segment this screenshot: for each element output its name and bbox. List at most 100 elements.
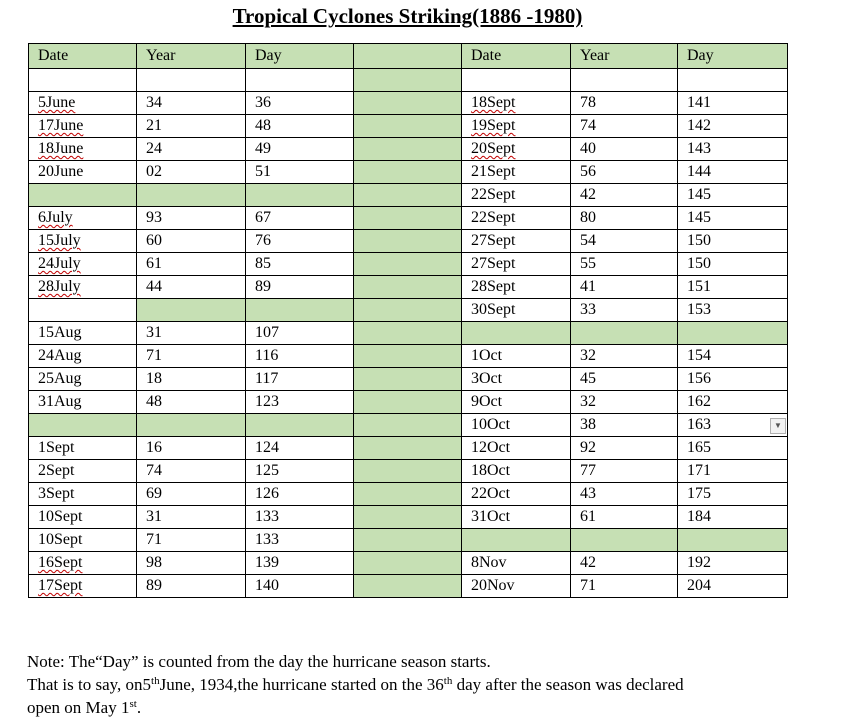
cell-middle-gap[interactable] xyxy=(353,390,462,414)
cell-right-date[interactable]: 27Sept xyxy=(461,252,571,276)
cell-left-year[interactable]: 98 xyxy=(136,551,246,575)
cell-left-day[interactable]: 48 xyxy=(245,114,354,138)
cell-right-date[interactable]: 8Nov xyxy=(461,551,571,575)
cell-middle-gap[interactable] xyxy=(353,367,462,391)
cell-right-year[interactable]: 77 xyxy=(570,459,678,483)
cell-middle-gap[interactable] xyxy=(353,505,462,529)
cell-left-day[interactable]: 51 xyxy=(245,160,354,184)
cell-left-year[interactable]: 48 xyxy=(136,390,246,414)
cell-left-day[interactable] xyxy=(245,68,354,92)
cell-right-year[interactable]: 42 xyxy=(570,183,678,207)
cell-right-date[interactable]: 9Oct xyxy=(461,390,571,414)
cell-middle-gap[interactable] xyxy=(353,436,462,460)
header-left-day[interactable]: Day xyxy=(245,43,354,69)
cell-middle-gap[interactable] xyxy=(353,459,462,483)
cell-middle-gap[interactable] xyxy=(353,413,462,437)
cell-left-year[interactable] xyxy=(136,183,246,207)
cell-middle-gap[interactable] xyxy=(353,91,462,115)
cell-left-day[interactable]: 133 xyxy=(245,505,354,529)
cell-right-day[interactable]: 143 xyxy=(677,137,788,161)
cell-left-day[interactable]: 126 xyxy=(245,482,354,506)
cell-middle-gap[interactable] xyxy=(353,482,462,506)
cell-right-day[interactable]: ▼ 163 xyxy=(677,413,788,437)
cell-left-date[interactable]: 25Aug xyxy=(28,367,137,391)
cell-left-date[interactable]: 6July xyxy=(28,206,137,230)
cell-middle-gap[interactable] xyxy=(353,229,462,253)
cell-right-year[interactable]: 40 xyxy=(570,137,678,161)
cell-left-year[interactable]: 16 xyxy=(136,436,246,460)
cell-left-date[interactable]: 16Sept xyxy=(28,551,137,575)
cell-left-year[interactable]: 74 xyxy=(136,459,246,483)
cell-middle-gap[interactable] xyxy=(353,298,462,322)
cell-right-day[interactable]: 150 xyxy=(677,252,788,276)
cell-right-day[interactable]: 171 xyxy=(677,459,788,483)
cell-left-day[interactable]: 67 xyxy=(245,206,354,230)
cell-left-year[interactable]: 60 xyxy=(136,229,246,253)
header-left-year[interactable]: Year xyxy=(136,43,246,69)
cell-left-day[interactable]: 85 xyxy=(245,252,354,276)
cell-left-year[interactable]: 31 xyxy=(136,321,246,345)
cell-left-day[interactable]: 140 xyxy=(245,574,354,598)
cell-right-year[interactable]: 33 xyxy=(570,298,678,322)
cell-right-date[interactable]: 20Nov xyxy=(461,574,571,598)
cell-right-year[interactable]: 61 xyxy=(570,505,678,529)
cell-left-date[interactable] xyxy=(28,68,137,92)
cell-right-day[interactable]: 153 xyxy=(677,298,788,322)
cell-right-day[interactable]: 204 xyxy=(677,574,788,598)
cell-right-day[interactable]: 141 xyxy=(677,91,788,115)
cell-left-date[interactable]: 10Sept xyxy=(28,528,137,552)
cell-left-date[interactable]: 1Sept xyxy=(28,436,137,460)
cell-left-date[interactable]: 10Sept xyxy=(28,505,137,529)
cell-left-day[interactable]: 124 xyxy=(245,436,354,460)
cell-right-day[interactable]: 175 xyxy=(677,482,788,506)
cell-right-date[interactable]: 18Sept xyxy=(461,91,571,115)
cell-left-year[interactable]: 93 xyxy=(136,206,246,230)
cell-middle-gap[interactable] xyxy=(353,160,462,184)
cell-left-date[interactable]: 5June xyxy=(28,91,137,115)
cell-left-day[interactable] xyxy=(245,298,354,322)
cell-right-date[interactable]: 10Oct xyxy=(461,413,571,437)
cell-right-day[interactable]: 142 xyxy=(677,114,788,138)
cell-right-year[interactable] xyxy=(570,528,678,552)
cell-right-day[interactable]: 184 xyxy=(677,505,788,529)
cell-right-year[interactable]: 38 xyxy=(570,413,678,437)
cell-left-date[interactable]: 24July xyxy=(28,252,137,276)
cell-right-year[interactable]: 71 xyxy=(570,574,678,598)
cell-left-year[interactable]: 24 xyxy=(136,137,246,161)
cell-right-date[interactable]: 18Oct xyxy=(461,459,571,483)
cell-right-day[interactable]: 156 xyxy=(677,367,788,391)
cell-right-year[interactable]: 92 xyxy=(570,436,678,460)
cell-right-day[interactable] xyxy=(677,321,788,345)
cell-left-date[interactable]: 28July xyxy=(28,275,137,299)
cell-left-day[interactable]: 49 xyxy=(245,137,354,161)
cell-right-date[interactable]: 30Sept xyxy=(461,298,571,322)
header-right-day[interactable]: Day xyxy=(677,43,788,69)
cell-right-day[interactable]: 162 xyxy=(677,390,788,414)
cell-right-year[interactable]: 43 xyxy=(570,482,678,506)
cell-right-date[interactable]: 28Sept xyxy=(461,275,571,299)
cell-right-day[interactable] xyxy=(677,528,788,552)
cell-left-day[interactable]: 76 xyxy=(245,229,354,253)
cell-middle-gap[interactable] xyxy=(353,114,462,138)
cell-right-year[interactable] xyxy=(570,321,678,345)
cell-left-day[interactable]: 123 xyxy=(245,390,354,414)
cell-right-date[interactable]: 19Sept xyxy=(461,114,571,138)
cell-right-date[interactable] xyxy=(461,68,571,92)
cell-right-day[interactable]: 150 xyxy=(677,229,788,253)
cell-left-year[interactable]: 71 xyxy=(136,528,246,552)
cell-left-date[interactable] xyxy=(28,183,137,207)
cell-right-date[interactable]: 22Oct xyxy=(461,482,571,506)
cell-left-day[interactable] xyxy=(245,413,354,437)
cell-left-date[interactable]: 24Aug xyxy=(28,344,137,368)
cell-right-day[interactable]: 151 xyxy=(677,275,788,299)
cell-right-date[interactable]: 22Sept xyxy=(461,206,571,230)
cell-right-date[interactable]: 31Oct xyxy=(461,505,571,529)
cell-left-year[interactable] xyxy=(136,298,246,322)
cell-left-day[interactable]: 36 xyxy=(245,91,354,115)
cell-right-day[interactable]: 154 xyxy=(677,344,788,368)
cell-left-date[interactable]: 2Sept xyxy=(28,459,137,483)
cell-left-date[interactable]: 17June xyxy=(28,114,137,138)
cell-left-date[interactable]: 18June xyxy=(28,137,137,161)
cell-left-date[interactable]: 15Aug xyxy=(28,321,137,345)
cell-right-date[interactable] xyxy=(461,528,571,552)
